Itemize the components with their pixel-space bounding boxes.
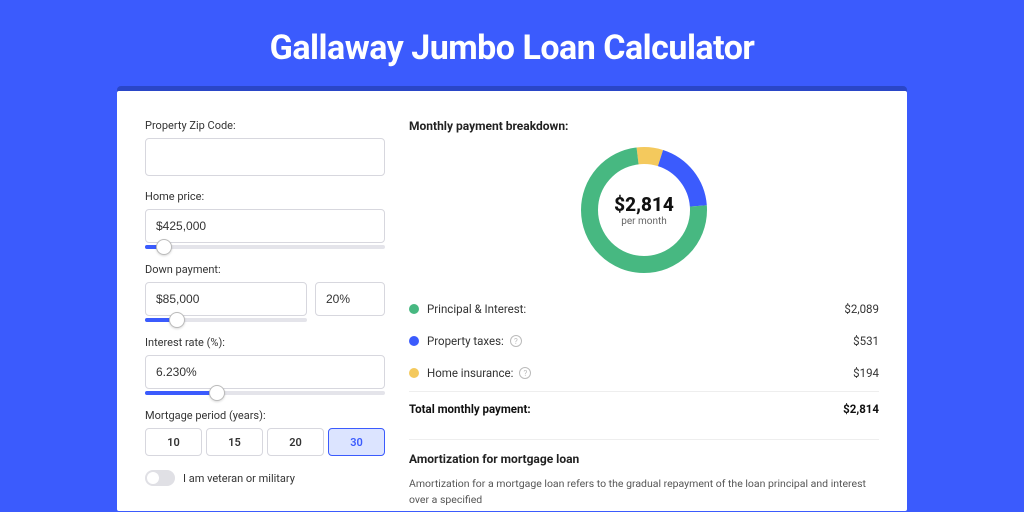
period-option-10[interactable]: 10 — [145, 428, 202, 456]
total-label: Total monthly payment: — [409, 402, 531, 416]
down-payment-amount-input[interactable] — [145, 282, 307, 316]
legend-dot — [409, 336, 419, 346]
breakdown-title: Monthly payment breakdown: — [409, 119, 879, 133]
veteran-toggle[interactable] — [145, 470, 175, 486]
payment-donut: $2,814 per month — [581, 147, 707, 273]
donut-center: $2,814 per month — [581, 147, 707, 273]
breakdown-row: Property taxes:? $531 — [409, 325, 879, 357]
down-payment-slider[interactable] — [145, 318, 307, 322]
breakdown-row: Home insurance:? $194 — [409, 357, 879, 389]
breakdown-label: Principal & Interest: — [427, 302, 526, 316]
zip-label: Property Zip Code: — [145, 119, 385, 132]
breakdown-label: Property taxes: — [427, 334, 504, 348]
home-price-slider[interactable] — [145, 245, 385, 249]
form-panel: Property Zip Code: Home price: Down paym… — [145, 119, 385, 511]
calculator-card: Property Zip Code: Home price: Down paym… — [117, 91, 907, 511]
donut-wrap: $2,814 per month — [409, 147, 879, 273]
interest-slider[interactable] — [145, 391, 385, 395]
period-field: Mortgage period (years): 10152030 — [145, 409, 385, 456]
results-panel: Monthly payment breakdown: $2,814 per mo… — [409, 119, 879, 511]
veteran-row: I am veteran or military — [145, 470, 385, 486]
interest-field: Interest rate (%): — [145, 336, 385, 389]
breakdown-value: $531 — [853, 334, 879, 348]
veteran-label: I am veteran or military — [183, 472, 295, 485]
page-title: Gallaway Jumbo Loan Calculator — [0, 0, 1024, 86]
interest-input[interactable] — [145, 355, 385, 389]
amortization-title: Amortization for mortgage loan — [409, 452, 879, 466]
total-value: $2,814 — [843, 402, 879, 416]
info-icon[interactable]: ? — [519, 367, 531, 379]
amortization-text: Amortization for a mortgage loan refers … — [409, 476, 879, 508]
breakdown-value: $194 — [853, 366, 879, 380]
donut-sub: per month — [621, 216, 667, 227]
divider — [409, 439, 879, 440]
period-label: Mortgage period (years): — [145, 409, 385, 422]
period-options: 10152030 — [145, 428, 385, 456]
zip-input[interactable] — [145, 138, 385, 176]
down-payment-percent-input[interactable] — [315, 282, 385, 316]
home-price-input[interactable] — [145, 209, 385, 243]
down-payment-field: Down payment: — [145, 263, 385, 316]
home-price-field: Home price: — [145, 190, 385, 243]
breakdown-total-row: Total monthly payment: $2,814 — [409, 391, 879, 425]
zip-field: Property Zip Code: — [145, 119, 385, 176]
home-price-label: Home price: — [145, 190, 385, 203]
breakdown-label: Home insurance: — [427, 366, 513, 380]
breakdown-row: Principal & Interest: $2,089 — [409, 293, 879, 325]
period-option-30[interactable]: 30 — [328, 428, 385, 456]
info-icon[interactable]: ? — [510, 335, 522, 347]
interest-label: Interest rate (%): — [145, 336, 385, 349]
breakdown-value: $2,089 — [844, 302, 879, 316]
legend-dot — [409, 368, 419, 378]
donut-amount: $2,814 — [614, 193, 674, 216]
down-payment-label: Down payment: — [145, 263, 385, 276]
period-option-20[interactable]: 20 — [267, 428, 324, 456]
period-option-15[interactable]: 15 — [206, 428, 263, 456]
breakdown-list: Principal & Interest: $2,089 Property taxe… — [409, 293, 879, 389]
legend-dot — [409, 304, 419, 314]
